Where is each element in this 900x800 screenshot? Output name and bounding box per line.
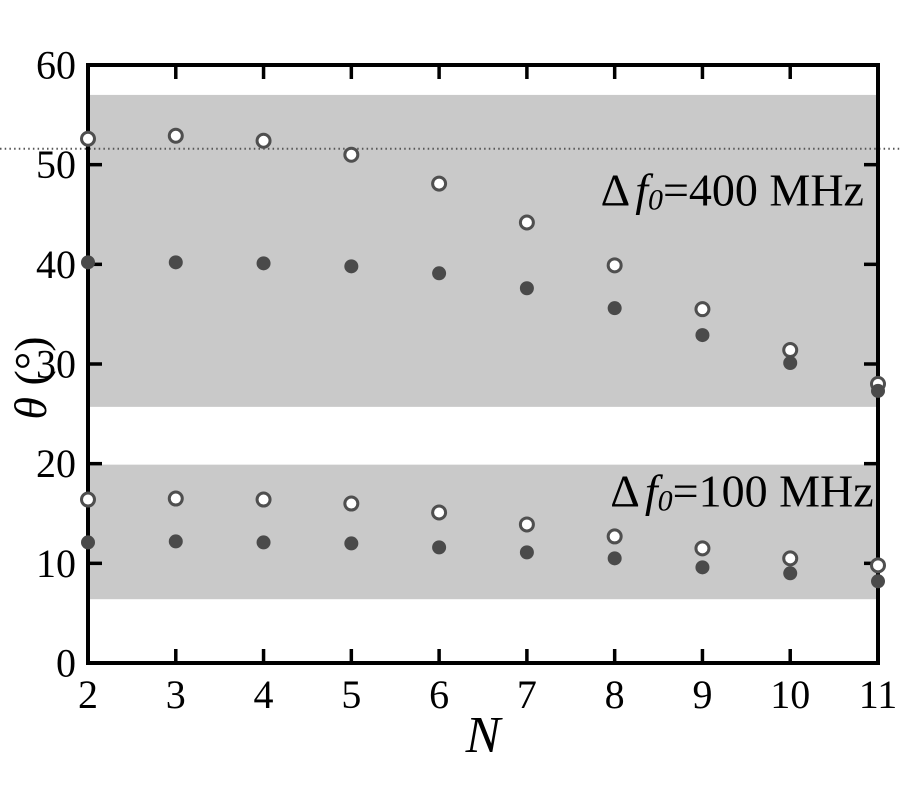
data-point-filled-circle (432, 540, 447, 555)
data-point-open-circle (167, 490, 184, 507)
data-point-filled-circle (607, 551, 622, 566)
data-point-open-circle (167, 127, 184, 144)
data-point-filled-circle (256, 535, 271, 550)
data-point-filled-circle (871, 574, 885, 589)
data-point-open-circle (343, 146, 360, 163)
data-point-filled-circle (695, 328, 710, 343)
data-point-open-circle (694, 540, 711, 557)
data-point-open-circle (343, 495, 360, 512)
y-tick-label: 40 (36, 242, 76, 287)
data-point-open-circle (782, 342, 799, 359)
shaded-band (88, 94, 878, 407)
data-point-open-circle (782, 550, 799, 567)
data-point-filled-circle (783, 356, 798, 371)
data-point-filled-circle (256, 256, 271, 271)
data-point-filled-circle (432, 266, 447, 281)
x-tick-label: 10 (770, 672, 810, 717)
y-tick-label: 0 (56, 641, 76, 686)
data-point-filled-circle (695, 560, 710, 575)
shaded-band (88, 464, 878, 600)
x-axis-label: N (465, 707, 504, 764)
data-point-open-circle (606, 528, 623, 545)
data-point-filled-circle (519, 281, 534, 296)
data-point-filled-circle (168, 255, 183, 270)
data-point-filled-circle (871, 383, 885, 398)
data-point-open-circle (518, 214, 535, 231)
y-axis-label: θ (°) (5, 336, 56, 419)
x-tick-label: 8 (605, 672, 625, 717)
plot-border (86, 63, 880, 665)
data-point-open-circle (870, 557, 886, 574)
x-tick-label: 6 (429, 672, 449, 717)
y-tick-label: 30 (36, 342, 76, 387)
data-point-open-circle (606, 257, 623, 274)
data-point-filled-circle (81, 535, 95, 550)
x-tick-label: 2 (78, 672, 98, 717)
data-point-open-circle (80, 130, 96, 147)
data-point-open-circle (518, 516, 535, 533)
data-point-filled-circle (783, 566, 798, 581)
data-point-filled-circle (168, 534, 183, 549)
x-tick-label: 11 (859, 672, 898, 717)
y-tick-label: 60 (36, 43, 76, 88)
data-point-filled-circle (344, 536, 359, 551)
y-tick-label: 20 (36, 441, 76, 486)
x-tick-label: 5 (341, 672, 361, 717)
data-point-open-circle (80, 491, 96, 508)
data-point-open-circle (431, 175, 448, 192)
data-point-filled-circle (519, 545, 534, 560)
data-point-filled-circle (607, 301, 622, 316)
data-point-open-circle (255, 132, 272, 149)
data-point-filled-circle (344, 259, 359, 274)
x-tick-label: 3 (166, 672, 186, 717)
x-tick-label: 7 (517, 672, 537, 717)
x-tick-label: 4 (254, 672, 274, 717)
x-tick-label: 9 (692, 672, 712, 717)
data-point-open-circle (431, 504, 448, 521)
data-point-open-circle (255, 491, 272, 508)
data-point-filled-circle (81, 255, 95, 270)
data-point-open-circle (694, 301, 711, 318)
y-tick-label: 10 (36, 541, 76, 586)
y-tick-label: 50 (36, 142, 76, 187)
